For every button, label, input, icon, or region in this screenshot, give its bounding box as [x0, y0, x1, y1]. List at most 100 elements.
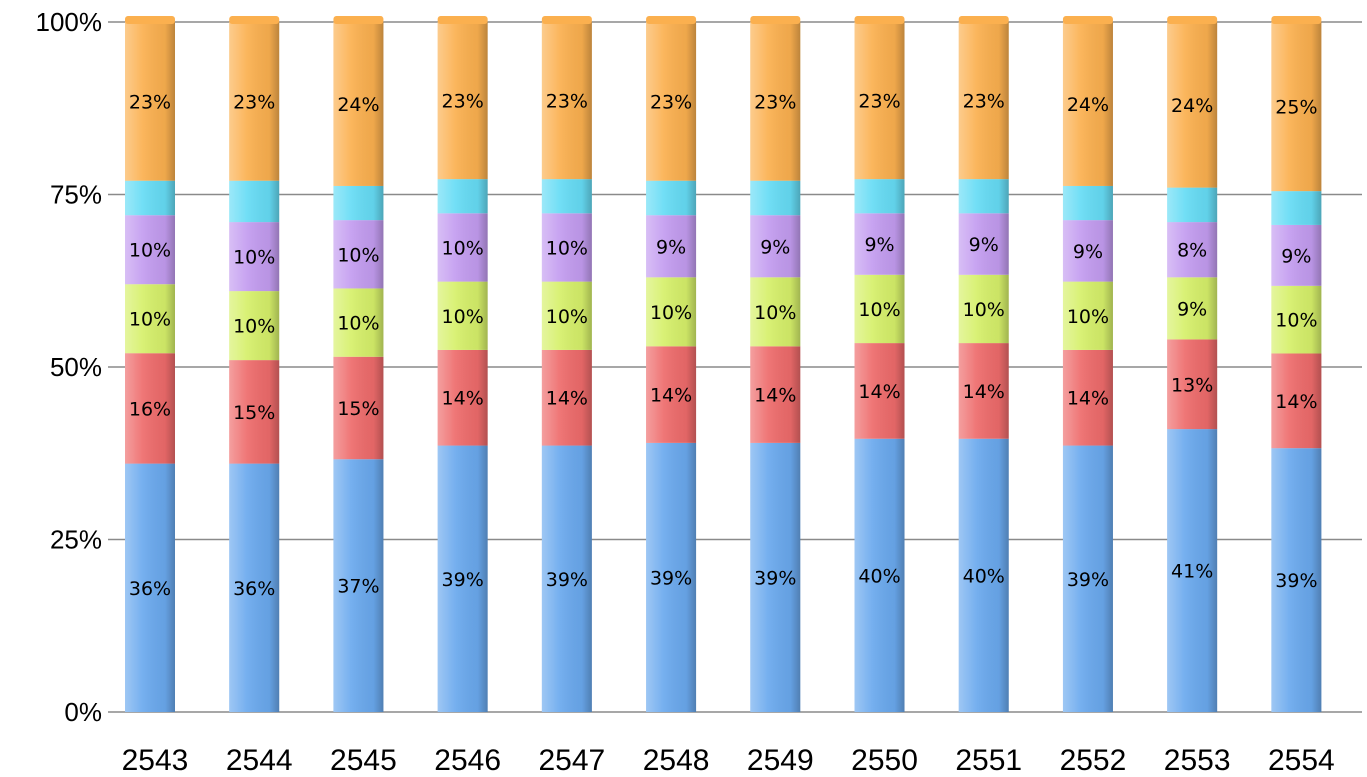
data-label: 24% — [1171, 95, 1213, 117]
bar-cap — [229, 16, 280, 24]
bar-cap — [541, 16, 592, 24]
data-label: 16% — [129, 398, 171, 420]
data-label: 15% — [233, 402, 275, 424]
bar-segment-shading — [750, 277, 801, 347]
data-label: 36% — [233, 578, 275, 600]
data-label: 10% — [442, 306, 484, 328]
data-label: 10% — [442, 237, 484, 259]
bar-segment-shading — [125, 463, 175, 712]
data-label: 10% — [337, 313, 379, 335]
data-label: 14% — [650, 385, 692, 407]
data-label: 23% — [963, 91, 1005, 113]
data-label: 39% — [546, 569, 588, 591]
bar-segment-shading — [646, 215, 697, 278]
bar-cap — [750, 16, 801, 24]
data-label: 23% — [754, 91, 796, 113]
bar-segment-shading — [437, 281, 488, 350]
x-tick-label: 2548 — [643, 744, 710, 777]
bar-cap — [854, 16, 905, 24]
bar-segment-shading — [541, 445, 592, 712]
x-axis: 2543 2544 2545 2546 2547 2548 2549 2550 2551 2552… — [122, 744, 1335, 777]
bar-segment-shading — [541, 22, 592, 180]
bar-segment-shading — [333, 185, 384, 221]
bar-segment-shading — [541, 179, 592, 214]
bar-segment-shading — [541, 349, 592, 446]
data-label: 36% — [129, 578, 171, 600]
bar-segment-shading — [1167, 22, 1218, 188]
data-label: 39% — [754, 567, 796, 589]
bar-segment-shading — [1167, 429, 1218, 712]
data-label: 10% — [233, 247, 275, 269]
bar-segment-shading — [229, 463, 280, 712]
data-label: 23% — [858, 91, 900, 113]
data-label: 10% — [337, 244, 379, 266]
bar-segment-shading — [958, 179, 1009, 214]
bar-segment-shading — [1271, 448, 1322, 712]
bar-segment-shading — [1062, 220, 1113, 282]
bars: 36% 16% 10% 10% 23% 36% 15% 10% 10% 23% 37% 15% 10% 1… — [125, 16, 1322, 712]
bar-segment-shading — [1062, 445, 1113, 712]
bar-segment-shading — [125, 180, 175, 216]
bar-segment-shading — [958, 213, 1009, 275]
data-label: 37% — [337, 576, 379, 598]
y-tick-label: 25% — [50, 525, 102, 555]
data-label: 10% — [650, 302, 692, 324]
bar-segment-shading — [437, 445, 488, 712]
bar-segment-shading — [750, 22, 801, 181]
bar-segment-shading — [854, 438, 905, 712]
data-label: 39% — [1067, 569, 1109, 591]
data-label: 9% — [864, 234, 894, 256]
data-label: 23% — [442, 91, 484, 113]
data-label: 14% — [963, 381, 1005, 403]
bar-segment-shading — [1271, 224, 1322, 286]
data-label: 14% — [1275, 391, 1317, 413]
bar-cap — [958, 16, 1009, 24]
x-tick-label: 2549 — [747, 744, 814, 777]
data-label: 10% — [1067, 306, 1109, 328]
bar-segment-shading — [1271, 191, 1322, 225]
y-tick-label: 50% — [50, 352, 102, 382]
data-label: 9% — [1177, 298, 1207, 320]
bar-stack: 39% 14% 10% 9% 25% — [1271, 16, 1322, 712]
data-label: 10% — [233, 316, 275, 338]
bar-segment-shading — [229, 22, 280, 181]
data-label: 14% — [1067, 388, 1109, 410]
data-label: 10% — [129, 240, 171, 262]
bar-cap — [646, 16, 697, 24]
x-tick-label: 2547 — [538, 744, 605, 777]
data-label: 23% — [129, 91, 171, 113]
bar-cap — [333, 16, 384, 24]
bar-cap — [1167, 16, 1218, 24]
bar-segment-shading — [750, 215, 801, 278]
bar-segment-shading — [1167, 222, 1218, 278]
y-tick-label: 75% — [50, 180, 102, 210]
bar-segment-shading — [958, 22, 1009, 180]
bar-stack: 39% 14% 10% 9% 23% — [750, 16, 801, 712]
bar-segment-shading — [229, 360, 280, 464]
bar-segment-shading — [958, 438, 1009, 712]
data-label: 39% — [1275, 570, 1317, 592]
x-tick-label: 2553 — [1164, 744, 1231, 777]
bar-segment-shading — [229, 180, 280, 223]
data-label: 23% — [546, 91, 588, 113]
x-tick-label: 2551 — [955, 744, 1022, 777]
bar-segment-shading — [437, 179, 488, 214]
bar-segment-shading — [750, 346, 801, 443]
data-label: 24% — [337, 94, 379, 116]
bar-cap — [1271, 16, 1322, 24]
bar-segment-shading — [646, 180, 697, 216]
bar-segment-shading — [229, 222, 280, 292]
x-tick-label: 2554 — [1268, 744, 1335, 777]
data-label: 39% — [650, 567, 692, 589]
bar-segment-shading — [646, 346, 697, 443]
bar-segment-shading — [333, 459, 384, 712]
data-label: 14% — [754, 385, 796, 407]
bar-segment-shading — [750, 442, 801, 712]
x-tick-label: 2546 — [434, 744, 501, 777]
bar-stack: 36% 16% 10% 10% 23% — [125, 16, 175, 712]
bar-segment-shading — [1167, 187, 1218, 223]
bar-segment-shading — [1062, 281, 1113, 350]
bar-segment-shading — [125, 22, 175, 181]
bar-segment-shading — [541, 281, 592, 350]
